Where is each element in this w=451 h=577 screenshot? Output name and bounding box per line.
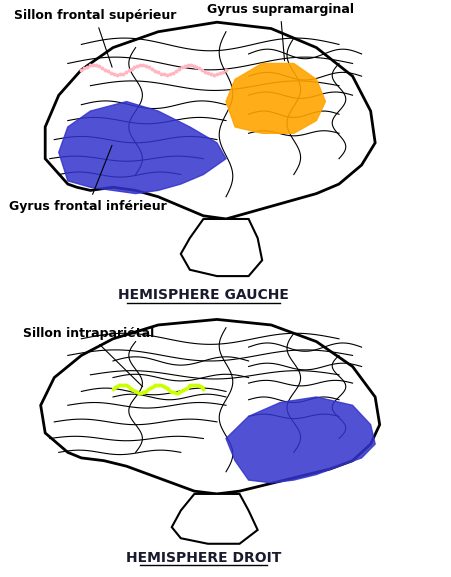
Polygon shape bbox=[45, 22, 374, 219]
Polygon shape bbox=[226, 63, 325, 133]
Text: Sillon frontal supérieur: Sillon frontal supérieur bbox=[14, 9, 175, 67]
Text: Gyrus frontal inférieur: Gyrus frontal inférieur bbox=[9, 145, 166, 213]
Polygon shape bbox=[180, 219, 262, 276]
Polygon shape bbox=[41, 320, 379, 494]
Text: Sillon intrapariétal: Sillon intrapariétal bbox=[23, 327, 153, 387]
Text: Gyrus supramarginal: Gyrus supramarginal bbox=[206, 3, 353, 61]
Polygon shape bbox=[59, 102, 226, 193]
Text: HEMISPHERE DROIT: HEMISPHERE DROIT bbox=[125, 550, 281, 565]
Polygon shape bbox=[171, 494, 257, 544]
Polygon shape bbox=[226, 397, 374, 483]
Text: HEMISPHERE GAUCHE: HEMISPHERE GAUCHE bbox=[118, 288, 288, 302]
